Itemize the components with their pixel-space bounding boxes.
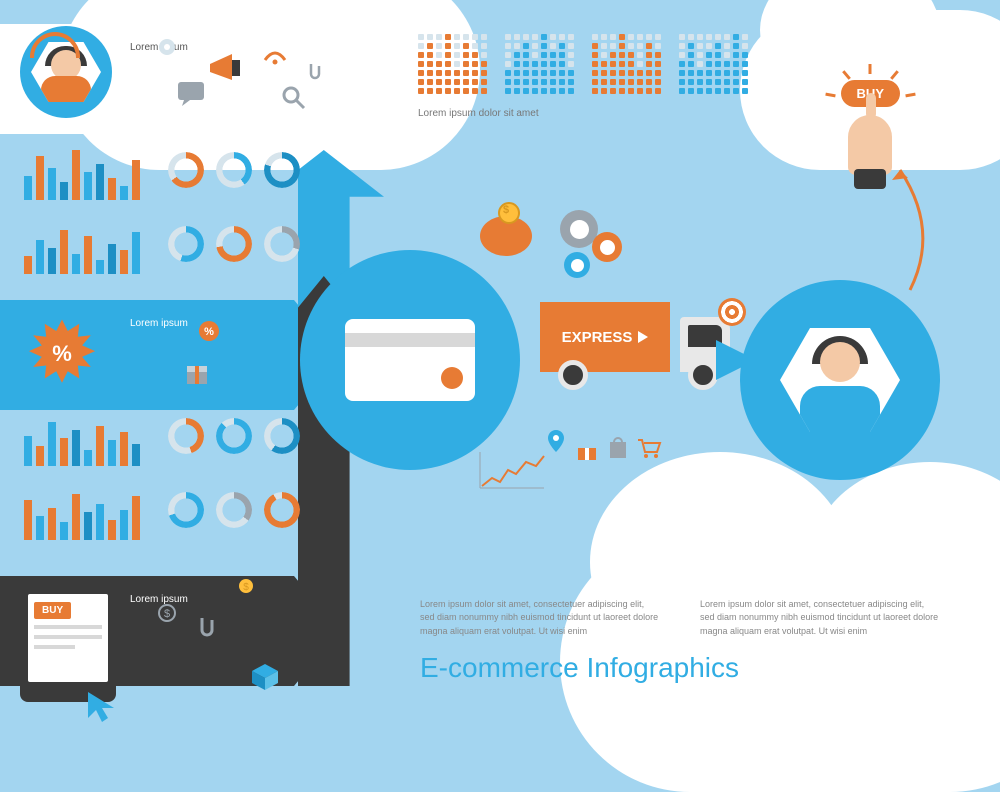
headset-icon	[30, 32, 80, 58]
coin-icon: $	[238, 578, 254, 594]
donut-row-3	[168, 492, 300, 528]
discount-label: %	[52, 341, 72, 367]
buy-cta: BUY	[841, 80, 900, 175]
tablet-buy-button[interactable]: BUY	[34, 602, 71, 619]
support-agent-avatar	[20, 26, 112, 118]
target-icon	[718, 298, 746, 326]
gift-icon	[184, 360, 210, 386]
bar-row-2	[24, 414, 140, 466]
bottom-col-2: Lorem ipsum dolor sit amet, consectetuer…	[700, 598, 940, 639]
bar-row-1	[24, 222, 140, 274]
credit-card-icon	[345, 319, 475, 401]
dollar-circle-icon: $	[158, 604, 176, 622]
donut-row-1	[168, 226, 300, 262]
discount-starburst: %	[26, 318, 98, 390]
dot-grid-charts	[418, 34, 748, 94]
support-body	[41, 76, 91, 102]
shopping-bag-icon	[608, 436, 628, 460]
piggy-bank-icon	[480, 216, 532, 256]
customer-circle	[740, 280, 940, 480]
dot-grid-3	[679, 34, 748, 94]
percent-badge-icon: %	[198, 320, 220, 342]
map-pin-icon	[548, 430, 564, 452]
magnifier-icon	[282, 86, 306, 110]
donut-row-2	[168, 418, 300, 454]
wifi-icon	[262, 44, 288, 66]
line-chart-icon	[478, 448, 546, 497]
dot-grid-1	[505, 34, 574, 94]
svg-text:%: %	[204, 326, 214, 338]
megaphone-icon	[206, 50, 252, 86]
bottom-text-block: Lorem ipsum dolor sit amet, consectetuer…	[420, 598, 940, 685]
paperclip-icon	[306, 60, 324, 82]
delivery-truck: EXPRESS	[540, 300, 730, 390]
bottom-col-1: Lorem ipsum dolor sit amet, consectetuer…	[420, 598, 660, 639]
flow-label-1: Lorem ipsum	[130, 318, 188, 329]
pointing-hand-icon	[848, 115, 892, 175]
tablet-device: BUY	[20, 582, 116, 702]
dot-grid-0	[418, 34, 487, 94]
dot-grid-2	[592, 34, 661, 94]
bar-row-0	[24, 148, 140, 200]
dot-grid-caption: Lorem ipsum dolor sit amet	[418, 108, 539, 119]
donut-row-0	[168, 152, 300, 188]
gear-icon	[156, 36, 178, 58]
page-title: E-commerce Infographics	[420, 652, 940, 684]
payment-circle	[300, 250, 520, 470]
cart-icon	[636, 438, 662, 460]
customer-body	[800, 386, 880, 432]
globe-icon	[441, 367, 463, 389]
gift-small-icon	[576, 440, 598, 462]
box-3d-icon	[250, 662, 280, 692]
chat-bubble-icon	[178, 82, 208, 106]
svg-text:$: $	[164, 608, 170, 620]
paperclip-icon-2	[196, 614, 218, 640]
svg-text:$: $	[243, 582, 249, 593]
truck-box: EXPRESS	[540, 302, 670, 372]
bar-row-3	[24, 488, 140, 540]
